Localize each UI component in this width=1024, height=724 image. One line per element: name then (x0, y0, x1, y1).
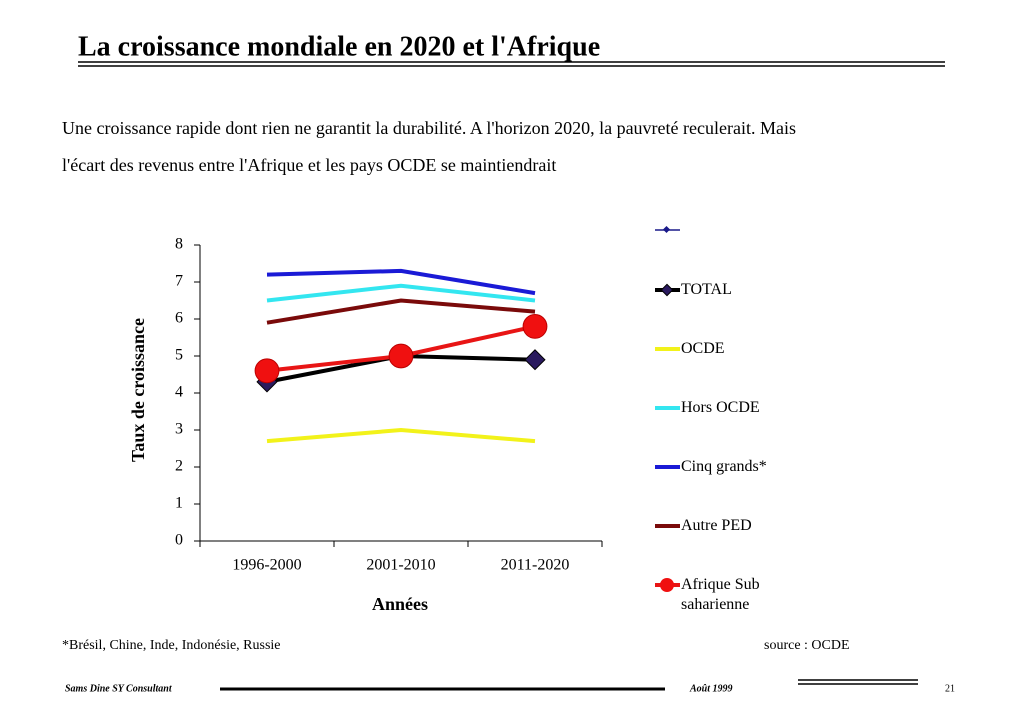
footnote: *Brésil, Chine, Inde, Indonésie, Russie (62, 638, 281, 653)
legend-label: Autre PED (681, 517, 752, 534)
legend-symbol (660, 578, 674, 592)
intro-line: Une croissance rapide dont rien ne garan… (62, 118, 796, 138)
footer-page: 21 (945, 683, 955, 694)
footer-author: Sams Dine SY Consultant (65, 683, 173, 694)
legend-label: OCDE (681, 340, 725, 357)
x-tick-label: 1996-2000 (232, 557, 301, 574)
marker (388, 343, 414, 369)
y-tick-label: 1 (175, 495, 183, 512)
series-line (266, 298, 536, 325)
y-tick-label: 6 (175, 310, 183, 327)
y-tick-label: 5 (175, 347, 183, 364)
y-tick-label: 2 (175, 458, 183, 475)
y-tick-label: 7 (175, 273, 183, 290)
legend-symbol (660, 283, 674, 297)
legend-label: Hors OCDE (681, 399, 760, 416)
intro-line: l'écart des revenus entre l'Afrique et l… (62, 155, 556, 175)
series-line (266, 283, 536, 303)
legend-symbol (662, 225, 671, 234)
x-axis-label: Années (372, 594, 428, 614)
y-tick-label: 0 (175, 532, 183, 549)
y-axis-label: Taux de croissance (128, 318, 148, 462)
x-tick-label: 2001-2010 (366, 557, 435, 574)
marker (254, 358, 280, 384)
series-line (266, 427, 536, 444)
source: source : OCDE (764, 638, 850, 653)
marker (522, 314, 548, 339)
slide-title: La croissance mondiale en 2020 et l'Afri… (78, 31, 600, 62)
y-tick-label: 8 (175, 236, 183, 253)
x-tick-label: 2011-2020 (501, 557, 570, 574)
series-line (266, 268, 536, 296)
legend-label: Cinq grands* (681, 458, 767, 475)
footer-date: Août 1999 (689, 683, 733, 694)
legend-label: TOTAL (681, 281, 732, 298)
marker (524, 349, 546, 371)
y-tick-label: 3 (175, 421, 183, 438)
legend-label: Afrique Sub saharienne (681, 576, 760, 613)
y-tick-label: 4 (175, 384, 183, 401)
